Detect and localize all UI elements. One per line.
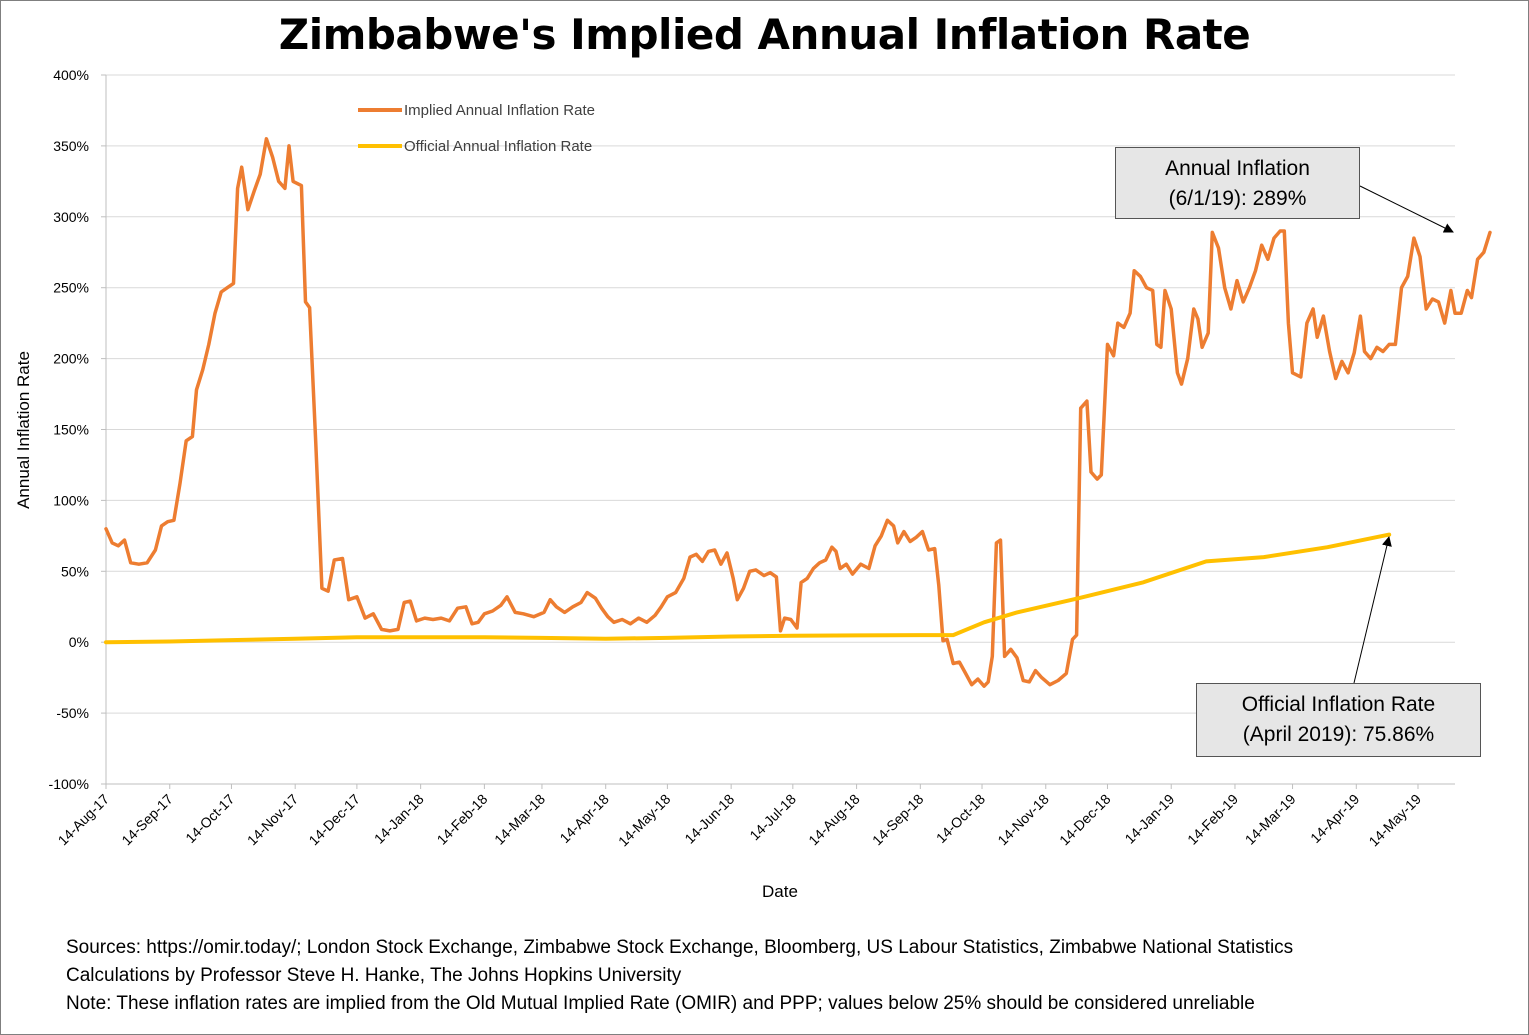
callout-official-line2: (April 2019): 75.86% bbox=[1242, 723, 1435, 746]
x-tick-label: 14-Feb-19 bbox=[1184, 791, 1241, 848]
arrow-implied bbox=[1359, 185, 1454, 233]
chart-footer: Sources: https://omir.today/; London Sto… bbox=[66, 934, 1293, 1018]
x-tick-label: 14-Jul-18 bbox=[746, 791, 799, 844]
y-tick-label: -100% bbox=[49, 776, 89, 792]
x-tick-labels: 14-Aug-17 14-Sep-17 14-Oct-17 14-Nov-17 14-D… bbox=[55, 791, 1425, 850]
y-tick-label: 100% bbox=[53, 492, 89, 508]
callout-arrows bbox=[1353, 185, 1454, 684]
x-tick-label: 14-Aug-17 bbox=[55, 791, 113, 849]
axes bbox=[101, 74, 1455, 789]
x-tick-label: 14-Nov-18 bbox=[994, 791, 1052, 849]
legend: Implied Annual Inflation Rate Official A… bbox=[358, 102, 595, 155]
x-tick-label: 14-Dec-17 bbox=[305, 791, 363, 849]
x-tick-label: 14-Sep-17 bbox=[118, 791, 176, 849]
x-tick-label: 14-Mar-19 bbox=[1242, 791, 1299, 848]
x-tick-label: 14-Jan-19 bbox=[1121, 791, 1177, 847]
y-axis-label: Annual Inflation Rate bbox=[14, 351, 33, 509]
x-tick-label: 14-Jan-18 bbox=[371, 791, 427, 847]
callout-implied-line1: Annual Inflation bbox=[1165, 157, 1310, 180]
callout-implied-line2: (6/1/19): 289% bbox=[1168, 187, 1307, 210]
x-tick-label: 14-Dec-18 bbox=[1056, 791, 1114, 849]
footer-sources: Sources: https://omir.today/; London Sto… bbox=[66, 937, 1294, 958]
legend-label-implied: Implied Annual Inflation Rate bbox=[404, 102, 595, 119]
chart-title: Zimbabwe's Implied Annual Inflation Rate bbox=[278, 10, 1251, 59]
footer-calculations: Calculations by Professor Steve H. Hanke… bbox=[66, 965, 682, 986]
callout-official-line1: Official Inflation Rate bbox=[1241, 693, 1436, 716]
series-lines bbox=[104, 137, 1492, 688]
x-tick-label: 14-Oct-18 bbox=[933, 791, 988, 846]
y-tick-label: 50% bbox=[61, 563, 89, 579]
x-tick-label: 14-Sep-18 bbox=[869, 791, 927, 849]
y-tick-label: -50% bbox=[56, 705, 89, 721]
series-line-official bbox=[104, 532, 1392, 645]
y-tick-label: 300% bbox=[53, 209, 89, 225]
x-tick-label: 14-Feb-18 bbox=[434, 791, 491, 848]
x-tick-label: 14-Mar-18 bbox=[491, 791, 548, 848]
x-tick-label: 14-Apr-18 bbox=[556, 791, 611, 846]
legend-label-official: Official Annual Inflation Rate bbox=[404, 138, 592, 155]
y-tick-label: 350% bbox=[53, 138, 89, 154]
x-tick-label: 14-Aug-18 bbox=[805, 791, 863, 849]
y-tick-label: 150% bbox=[53, 422, 89, 438]
y-tick-labels: -100% -50% 0% 50% 100% 150% 200% 250% 300% 350% 40… bbox=[49, 67, 89, 792]
x-tick-label: 14-Oct-17 bbox=[182, 791, 237, 846]
x-tick-label: 14-Apr-19 bbox=[1307, 791, 1362, 846]
y-tick-label: 200% bbox=[53, 351, 89, 367]
x-tick-label: 14-Nov-17 bbox=[244, 791, 302, 849]
x-tick-label: 14-Jun-18 bbox=[681, 791, 737, 847]
y-tick-label: 400% bbox=[53, 67, 89, 83]
callout-implied-inflation: Annual Inflation (6/1/19): 289% bbox=[1115, 147, 1360, 219]
x-tick-label: 14-May-19 bbox=[1365, 791, 1424, 850]
x-tick-label: 14-May-18 bbox=[615, 791, 674, 850]
footer-note: Note: These inflation rates are implied … bbox=[66, 993, 1255, 1014]
x-axis-label: Date bbox=[762, 882, 798, 901]
series-line-implied bbox=[104, 137, 1492, 688]
y-tick-label: 0% bbox=[69, 634, 89, 650]
callout-official-inflation: Official Inflation Rate (April 2019): 75… bbox=[1196, 683, 1481, 757]
y-tick-label: 250% bbox=[53, 280, 89, 296]
arrow-official bbox=[1353, 536, 1392, 684]
